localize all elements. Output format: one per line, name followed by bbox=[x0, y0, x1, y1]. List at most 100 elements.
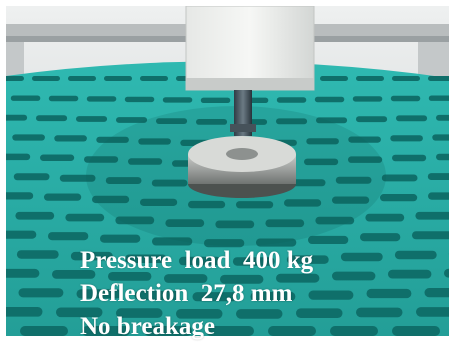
floor-slot bbox=[18, 288, 64, 298]
floor-slot bbox=[416, 307, 449, 317]
floor-slot bbox=[232, 257, 275, 266]
floor-slot bbox=[366, 288, 412, 299]
floor-slot bbox=[178, 256, 221, 266]
test-rig-photo-drawing bbox=[6, 6, 449, 336]
floor-slot bbox=[10, 95, 41, 101]
floor-slot bbox=[412, 231, 449, 240]
floor-slot bbox=[6, 307, 43, 317]
floor-slot bbox=[444, 268, 449, 278]
floor-slot bbox=[140, 198, 178, 206]
floor-slot bbox=[284, 199, 322, 207]
floor-slot bbox=[415, 211, 449, 220]
floor-slot bbox=[316, 117, 348, 124]
floor-slot bbox=[6, 192, 34, 200]
floor-slot bbox=[52, 270, 96, 279]
floor-slot bbox=[124, 96, 155, 103]
floor-slot bbox=[15, 211, 55, 220]
floor-slot bbox=[92, 195, 130, 204]
floor-slot bbox=[315, 216, 355, 225]
floor-slot bbox=[250, 291, 296, 302]
floor-slot bbox=[428, 76, 449, 81]
floor-slot bbox=[296, 308, 343, 318]
floor-slot bbox=[116, 117, 148, 123]
floor-slot bbox=[236, 309, 283, 319]
floor-slot bbox=[6, 230, 37, 239]
floor-slot bbox=[306, 138, 339, 145]
floor-slot bbox=[308, 235, 349, 244]
floor-slot bbox=[13, 173, 50, 181]
floor-slot bbox=[176, 309, 223, 319]
floor-slot bbox=[36, 115, 68, 122]
floor-slot bbox=[165, 219, 205, 227]
floor-slot bbox=[164, 274, 208, 283]
floor-slot bbox=[388, 269, 432, 279]
caption-line-deflection: Deflection 27,8 mm bbox=[80, 280, 293, 307]
floor-slot bbox=[392, 76, 420, 81]
floor-slot bbox=[314, 96, 345, 103]
floor-slot bbox=[116, 308, 163, 318]
floor-slot bbox=[6, 76, 24, 81]
floor-slot bbox=[140, 76, 168, 81]
floor-slot bbox=[392, 326, 440, 336]
floor-slot bbox=[192, 292, 238, 302]
floor-slot bbox=[356, 307, 403, 318]
floor-slot bbox=[65, 213, 105, 222]
floor-slot bbox=[289, 179, 326, 187]
floor-slot bbox=[215, 220, 255, 229]
floor-slot bbox=[348, 156, 383, 163]
floor-slot bbox=[396, 115, 428, 122]
floor-slot bbox=[115, 216, 155, 225]
floor-slot bbox=[428, 192, 449, 200]
floor-slot bbox=[6, 114, 28, 121]
floor-slot bbox=[70, 251, 113, 261]
floor-slot bbox=[200, 97, 231, 103]
floor-slot bbox=[40, 154, 75, 161]
floor-slot bbox=[16, 250, 59, 259]
floor-slot bbox=[308, 290, 354, 300]
floor-slot bbox=[6, 153, 31, 161]
floor-slot bbox=[356, 76, 384, 81]
floor-slot bbox=[84, 156, 119, 163]
floor-slot bbox=[86, 96, 117, 102]
floor-slot bbox=[220, 274, 264, 284]
floor-slot bbox=[335, 176, 372, 184]
floor-slot bbox=[436, 153, 449, 161]
floor-slot bbox=[432, 134, 449, 141]
floor-slot bbox=[276, 97, 307, 103]
floor-slot bbox=[134, 290, 180, 301]
floor-slot bbox=[340, 252, 383, 262]
floor-slot bbox=[206, 326, 254, 336]
floor-slot bbox=[76, 116, 108, 122]
floor-slot bbox=[162, 97, 193, 103]
floor-slot bbox=[394, 250, 437, 260]
floor-slot bbox=[151, 179, 188, 187]
floor-slot bbox=[332, 196, 370, 204]
floor-slot bbox=[236, 201, 274, 209]
floor-slot bbox=[104, 76, 132, 81]
floor-slot bbox=[100, 234, 141, 243]
floor-slot bbox=[320, 76, 348, 81]
floor-slot bbox=[360, 233, 401, 242]
floor-slot bbox=[436, 114, 449, 121]
floor-slot bbox=[59, 174, 96, 182]
floor-slot bbox=[196, 119, 228, 125]
floor-slot bbox=[256, 238, 297, 247]
floor-slot bbox=[390, 135, 423, 142]
caption-line-no-breakage: No breakage bbox=[80, 313, 215, 340]
floor-slot bbox=[286, 255, 329, 264]
floor-slot bbox=[330, 326, 378, 336]
floor-slot bbox=[424, 288, 449, 298]
caption-line-pressure-load: Pressure load 400 kg bbox=[80, 247, 314, 274]
floor-slot bbox=[12, 134, 45, 141]
floor-slot bbox=[276, 273, 320, 283]
floor-slot bbox=[188, 200, 226, 209]
floor-slot bbox=[48, 95, 79, 102]
floor-slot bbox=[356, 116, 388, 123]
floor-slot bbox=[54, 135, 87, 142]
floor-slot bbox=[48, 232, 89, 241]
floor-slot bbox=[82, 326, 130, 336]
floor-slot bbox=[304, 158, 339, 166]
floor-slot bbox=[156, 118, 188, 124]
floor-slot bbox=[276, 118, 308, 125]
